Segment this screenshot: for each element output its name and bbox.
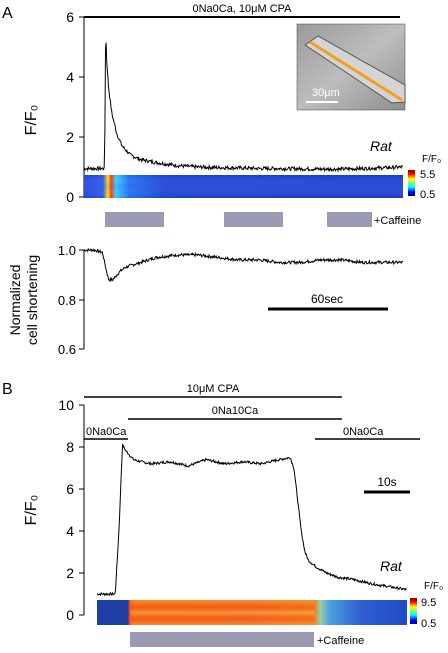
panel-a-time-scale-label: 60sec — [311, 292, 343, 306]
panel-b-caffeine-bar — [130, 632, 314, 647]
segment-label-2: 0Na10Ca — [212, 405, 259, 417]
panel-b-linescan-heatmap — [97, 600, 407, 625]
y-tick-0: 0 — [66, 189, 74, 205]
y-tick-4: 4 — [66, 523, 74, 539]
caffeine-bar — [224, 212, 283, 227]
panel-b-y-axis: 10 8 6 4 2 0 — [58, 397, 85, 623]
panel-b-caffeine-label: +Caffeine — [317, 635, 364, 647]
y-tick-0.8: 0.8 — [58, 293, 76, 308]
segment-label-3: 0Na0Ca — [343, 426, 384, 438]
panel-b-calcium-trace — [96, 443, 408, 597]
panel-a-species-label: Rat — [370, 138, 393, 154]
panel-a-shortening-y-axis: 1.0 0.8 0.6 — [58, 243, 85, 357]
panel-a-calcium-trace — [83, 42, 404, 173]
panel-a-shortening-ylabel-line2: cell shortening — [24, 255, 40, 345]
panel-a-ylabel: F/F₀ — [23, 105, 40, 136]
panel-a-colorbar: F/F₀ 5.5 0.5 — [408, 154, 441, 201]
panel-a-letter: A — [2, 5, 13, 22]
panel-b-cpa-label: 10μM CPA — [187, 383, 240, 395]
panel-a-caffeine-label: +Caffeine — [374, 215, 421, 227]
caffeine-bar — [105, 212, 164, 227]
caffeine-bar — [327, 212, 372, 227]
y-tick-0: 0 — [66, 607, 74, 623]
y-tick-4: 4 — [66, 69, 74, 85]
colorbar-b-min: 0.5 — [421, 618, 436, 630]
panel-a-condition-label: 0Na0Ca, 10μM CPA — [192, 3, 292, 15]
panel-b-letter: B — [2, 381, 13, 398]
y-tick-8: 8 — [66, 439, 74, 455]
y-tick-6: 6 — [66, 481, 74, 497]
y-tick-6: 6 — [66, 9, 74, 25]
panel-b-time-scale-label: 10s — [377, 475, 396, 489]
segment-label-1: 0Na0Ca — [86, 426, 127, 438]
colorbar-b-title: F/F₀ — [424, 581, 443, 592]
inset-scale-label: 30μm — [312, 87, 340, 99]
panel-a-cell-image: 30μm — [296, 23, 406, 111]
panel-b-species-label: Rat — [380, 558, 403, 574]
colorbar-b-max: 9.5 — [421, 597, 436, 609]
panel-a-shortening-trace — [83, 247, 404, 283]
panel-a-shortening-ylabel-line1: Normalized — [7, 265, 23, 336]
y-tick-10: 10 — [58, 397, 74, 413]
panel-a-linescan-heatmap — [84, 175, 403, 198]
y-tick-2: 2 — [66, 565, 74, 581]
colorbar-a-max: 5.5 — [420, 169, 435, 181]
y-tick-0.6: 0.6 — [58, 342, 76, 357]
y-tick-2: 2 — [66, 129, 74, 145]
panel-b-colorbar: F/F₀ 9.5 0.5 — [410, 581, 443, 630]
panel-a-caffeine-bars: +Caffeine — [105, 212, 421, 227]
panel-b-ylabel: F/F₀ — [23, 495, 40, 526]
colorbar-a-min: 0.5 — [420, 189, 435, 201]
y-tick-1.0: 1.0 — [58, 243, 76, 258]
panel-a-y-axis: 6 4 2 0 — [66, 9, 85, 205]
colorbar-a-title: F/F₀ — [422, 154, 441, 165]
